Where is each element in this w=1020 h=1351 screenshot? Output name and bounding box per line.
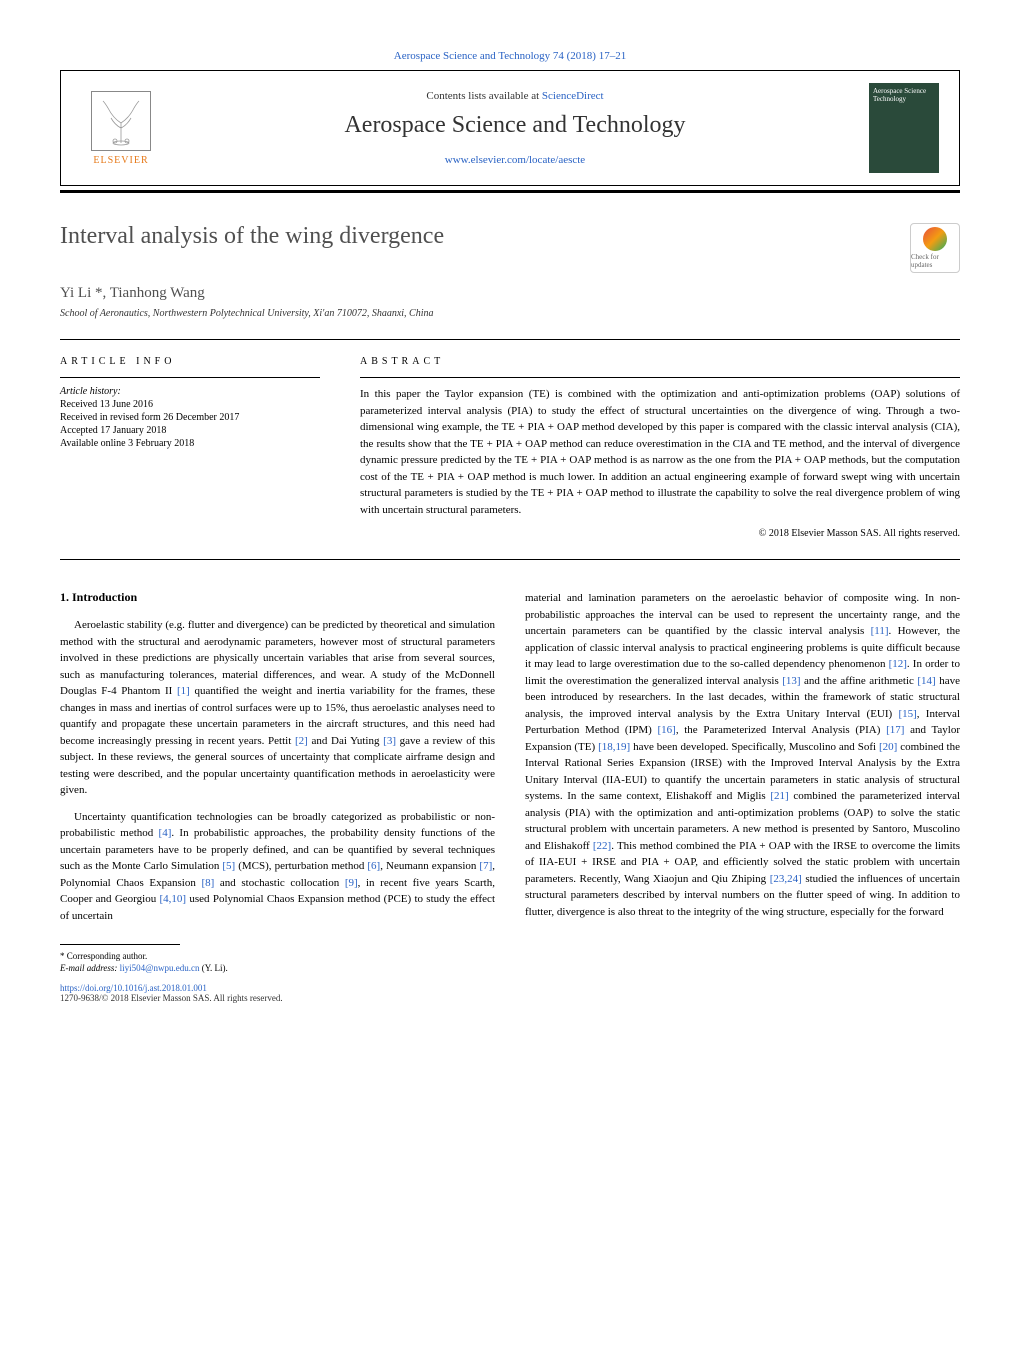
info-heading: ARTICLE INFO bbox=[60, 356, 320, 367]
contents-prefix: Contents lists available at bbox=[426, 90, 541, 102]
top-citation: Aerospace Science and Technology 74 (201… bbox=[60, 50, 960, 62]
abstract-divider bbox=[360, 377, 960, 378]
body-para-l2: Uncertainty quantification technologies … bbox=[60, 809, 495, 925]
cover-text: Aerospace Science Technology bbox=[873, 87, 935, 103]
abstract-col: ABSTRACT In this paper the Taylor expans… bbox=[360, 356, 960, 539]
email-label: E-mail address: bbox=[60, 963, 120, 973]
journal-cover-thumb: Aerospace Science Technology bbox=[869, 83, 939, 173]
article-title: Interval analysis of the wing divergence bbox=[60, 223, 444, 250]
header-divider-bar bbox=[60, 190, 960, 193]
elsevier-text: ELSEVIER bbox=[93, 155, 148, 166]
history-label: Article history: bbox=[60, 386, 320, 397]
abstract-heading: ABSTRACT bbox=[360, 356, 960, 367]
elsevier-logo: ELSEVIER bbox=[81, 83, 161, 173]
journal-url-link[interactable]: www.elsevier.com/locate/aescte bbox=[445, 154, 585, 166]
divider-1 bbox=[60, 339, 960, 340]
online-date: Available online 3 February 2018 bbox=[60, 438, 320, 449]
email-footnote: E-mail address: liyi504@nwpu.edu.cn (Y. … bbox=[60, 963, 495, 973]
crossmark-icon bbox=[923, 227, 947, 251]
info-divider bbox=[60, 377, 320, 378]
body-para-r1: material and lamination parameters on th… bbox=[525, 590, 960, 920]
doi-link[interactable]: https://doi.org/10.1016/j.ast.2018.01.00… bbox=[60, 983, 495, 993]
received-date: Received 13 June 2016 bbox=[60, 399, 320, 410]
elsevier-tree-icon bbox=[91, 91, 151, 151]
contents-line: Contents lists available at ScienceDirec… bbox=[161, 90, 869, 102]
section-1-heading: 1. Introduction bbox=[60, 590, 495, 605]
body-columns: 1. Introduction Aeroelastic stability (e… bbox=[60, 590, 960, 1003]
email-suffix: (Y. Li). bbox=[199, 963, 227, 973]
body-right-col: material and lamination parameters on th… bbox=[525, 590, 960, 1003]
body-left-col: 1. Introduction Aeroelastic stability (e… bbox=[60, 590, 495, 1003]
corresponding-author: * Corresponding author. bbox=[60, 951, 495, 961]
authors: Yi Li *, Tianhong Wang bbox=[60, 285, 960, 302]
title-row: Interval analysis of the wing divergence… bbox=[60, 223, 960, 273]
sciencedirect-link[interactable]: ScienceDirect bbox=[542, 90, 604, 102]
info-abstract-row: ARTICLE INFO Article history: Received 1… bbox=[60, 356, 960, 539]
divider-2 bbox=[60, 559, 960, 560]
email-link[interactable]: liyi504@nwpu.edu.cn bbox=[120, 963, 200, 973]
crossmark-badge[interactable]: Check for updates bbox=[910, 223, 960, 273]
footnote-divider bbox=[60, 944, 180, 945]
revised-date: Received in revised form 26 December 201… bbox=[60, 412, 320, 423]
footer-copyright: 1270-9638/© 2018 Elsevier Masson SAS. Al… bbox=[60, 993, 495, 1003]
article-info-col: ARTICLE INFO Article history: Received 1… bbox=[60, 356, 320, 539]
header-center: Contents lists available at ScienceDirec… bbox=[161, 90, 869, 167]
body-para-l1: Aeroelastic stability (e.g. flutter and … bbox=[60, 617, 495, 799]
abstract-text: In this paper the Taylor expansion (TE) … bbox=[360, 386, 960, 518]
abstract-copyright: © 2018 Elsevier Masson SAS. All rights r… bbox=[360, 528, 960, 539]
affiliation: School of Aeronautics, Northwestern Poly… bbox=[60, 308, 960, 319]
journal-header: ELSEVIER Contents lists available at Sci… bbox=[60, 70, 960, 186]
crossmark-label: Check for updates bbox=[911, 253, 959, 269]
accepted-date: Accepted 17 January 2018 bbox=[60, 425, 320, 436]
journal-name: Aerospace Science and Technology bbox=[161, 112, 869, 139]
